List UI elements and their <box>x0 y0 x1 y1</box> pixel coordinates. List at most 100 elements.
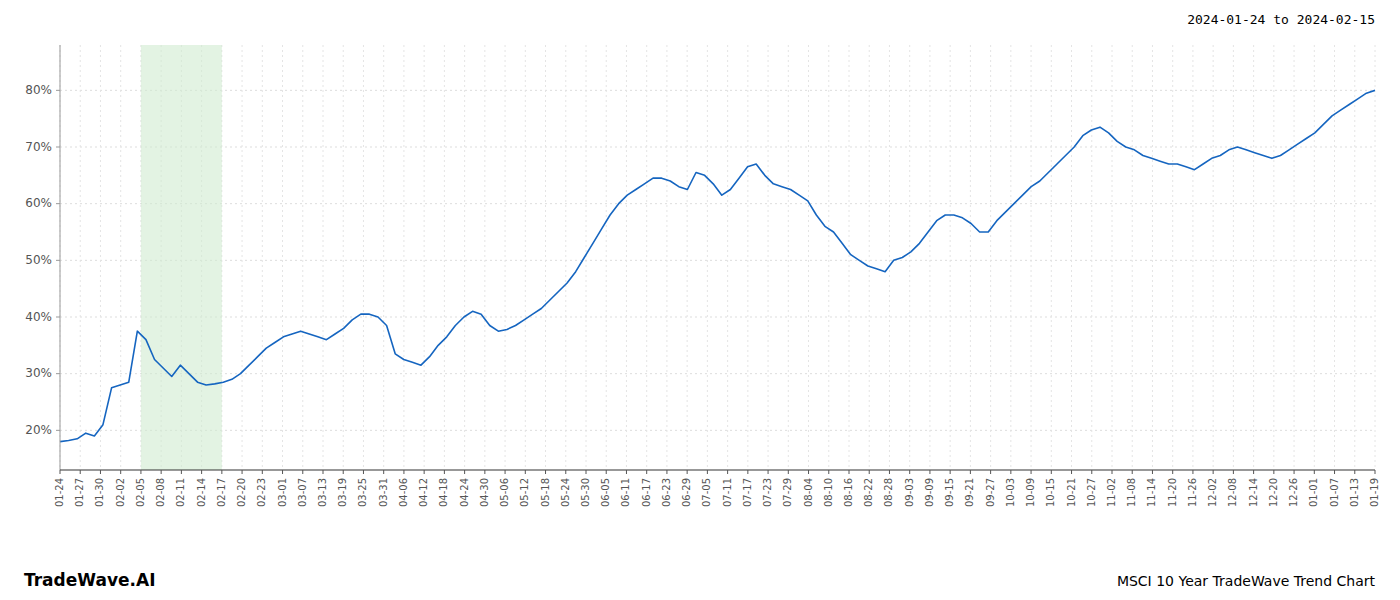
x-tick <box>869 470 870 474</box>
x-tick-label: 01-24 <box>54 478 65 507</box>
x-tick <box>403 470 404 474</box>
x-tick-label: 05-24 <box>560 478 571 507</box>
x-tick-label: 05-18 <box>540 478 551 507</box>
y-tick-label: 50% <box>25 253 52 267</box>
x-tick <box>828 470 829 474</box>
y-grid-line <box>60 430 1375 431</box>
footer-left: TradeWave.AI <box>24 570 155 590</box>
x-tick <box>1152 470 1153 474</box>
x-grid-line <box>1334 45 1335 470</box>
x-tick-label: 01-01 <box>1308 478 1319 507</box>
y-tick-label: 60% <box>25 196 52 210</box>
x-tick-label: 12-20 <box>1268 478 1279 507</box>
x-grid-line <box>687 45 688 470</box>
y-tick-label: 70% <box>25 140 52 154</box>
x-tick-label: 12-02 <box>1207 478 1218 507</box>
x-grid-line <box>424 45 425 470</box>
chart: 20%30%40%50%60%70%80%01-2401-2701-3002-0… <box>0 0 1400 600</box>
x-tick <box>545 470 546 474</box>
x-grid-line <box>889 45 890 470</box>
x-grid-line <box>606 45 607 470</box>
x-grid-line <box>747 45 748 470</box>
x-tick-label: 09-21 <box>964 478 975 507</box>
x-tick-label: 04-24 <box>459 478 470 507</box>
x-tick-label: 11-08 <box>1126 478 1137 507</box>
x-tick <box>161 470 162 474</box>
x-grid-line <box>60 45 61 470</box>
y-tick-label: 20% <box>25 423 52 437</box>
x-grid-line <box>646 45 647 470</box>
line <box>60 90 1375 441</box>
x-grid-line <box>768 45 769 470</box>
x-grid-line <box>666 45 667 470</box>
plot-area <box>60 45 1375 470</box>
x-grid-line <box>80 45 81 470</box>
y-grid-line <box>60 203 1375 204</box>
x-grid-line <box>1213 45 1214 470</box>
x-tick-label: 08-04 <box>803 478 814 507</box>
x-tick <box>1010 470 1011 474</box>
x-grid-line <box>1112 45 1113 470</box>
x-grid-line <box>565 45 566 470</box>
footer-right: MSCI 10 Year TradeWave Trend Chart <box>1117 573 1376 589</box>
x-grid-line <box>363 45 364 470</box>
x-tick <box>120 470 121 474</box>
x-tick-label: 06-17 <box>641 478 652 507</box>
x-tick <box>100 470 101 474</box>
x-grid-line <box>1091 45 1092 470</box>
x-tick <box>727 470 728 474</box>
y-tick <box>56 203 60 204</box>
x-tick <box>444 470 445 474</box>
x-tick <box>606 470 607 474</box>
x-grid-line <box>262 45 263 470</box>
x-tick <box>363 470 364 474</box>
x-grid-line <box>626 45 627 470</box>
x-grid-line <box>1273 45 1274 470</box>
x-tick <box>1192 470 1193 474</box>
x-grid-line <box>1354 45 1355 470</box>
y-grid-line <box>60 90 1375 91</box>
x-tick <box>242 470 243 474</box>
x-tick-label: 04-30 <box>479 478 490 507</box>
x-tick-label: 03-01 <box>277 478 288 507</box>
x-tick <box>849 470 850 474</box>
x-tick <box>1071 470 1072 474</box>
x-grid-line <box>808 45 809 470</box>
x-tick <box>768 470 769 474</box>
y-tick <box>56 317 60 318</box>
x-tick-label: 01-13 <box>1349 478 1360 507</box>
x-tick-label: 10-09 <box>1025 478 1036 507</box>
x-grid-line <box>383 45 384 470</box>
x-tick-label: 09-15 <box>944 478 955 507</box>
x-tick <box>687 470 688 474</box>
shaded-region <box>141 45 222 470</box>
x-grid-line <box>1375 45 1376 470</box>
x-tick-label: 04-18 <box>438 478 449 507</box>
y-axis: 20%30%40%50%60%70%80% <box>25 83 60 437</box>
x-tick <box>1334 470 1335 474</box>
y-tick <box>56 260 60 261</box>
x-tick-label: 03-13 <box>317 478 328 507</box>
y-grid-line <box>60 317 1375 318</box>
x-tick-label: 02-08 <box>155 478 166 507</box>
x-grid-line <box>302 45 303 470</box>
x-tick <box>990 470 991 474</box>
x-tick-label: 11-26 <box>1187 478 1198 507</box>
y-tick-label: 80% <box>25 83 52 97</box>
x-tick-label: 12-14 <box>1248 478 1259 507</box>
x-tick <box>1375 470 1376 474</box>
x-grid-line <box>484 45 485 470</box>
x-grid-line <box>1294 45 1295 470</box>
x-tick-label: 09-03 <box>904 478 915 507</box>
grid <box>60 45 1375 470</box>
y-tick <box>56 430 60 431</box>
x-tick-label: 01-30 <box>94 478 105 507</box>
y-tick <box>56 147 60 148</box>
x-tick <box>383 470 384 474</box>
x-tick-label: 02-14 <box>196 478 207 507</box>
x-tick-label: 06-23 <box>661 478 672 507</box>
x-tick <box>505 470 506 474</box>
x-grid-line <box>707 45 708 470</box>
x-grid-line <box>1071 45 1072 470</box>
x-tick-label: 01-27 <box>74 478 85 507</box>
